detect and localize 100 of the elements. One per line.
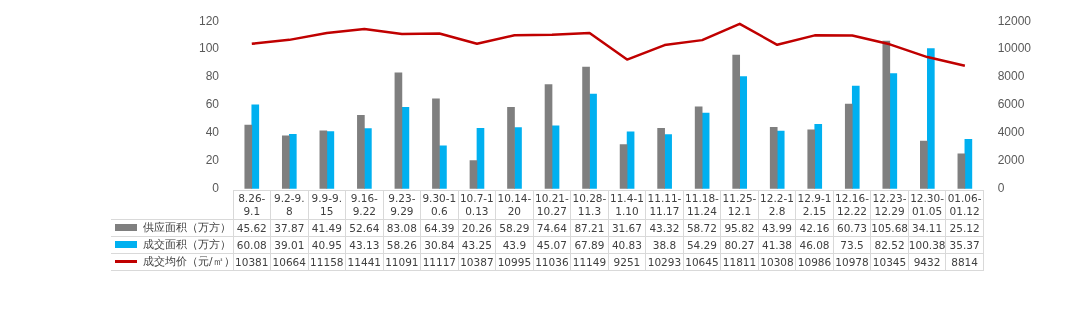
x-tick-label: 9.2-9.8 — [270, 190, 309, 220]
data-label: 10345 — [870, 253, 909, 271]
x-tick-label: 9.23-9.29 — [383, 190, 421, 220]
x-tick-label: 01.06-01.12 — [945, 190, 984, 220]
bar — [514, 127, 522, 189]
bar — [251, 104, 260, 189]
y-tick-label: 60 — [205, 97, 220, 112]
data-label: 43.13 — [345, 236, 384, 254]
data-label: 11158 — [308, 253, 346, 271]
data-label: 10387 — [458, 253, 496, 271]
data-label: 20.26 — [458, 219, 496, 237]
data-label: 10293 — [645, 253, 684, 271]
y-tick-label: 100 — [198, 41, 220, 56]
data-label: 60.73 — [833, 219, 871, 237]
bar — [657, 127, 665, 189]
y-tick-label: 80 — [205, 69, 220, 84]
data-label: 64.39 — [420, 219, 459, 237]
y-tick-label: 20 — [205, 153, 220, 168]
data-label: 60.08 — [233, 236, 271, 254]
bar — [889, 73, 898, 189]
x-tick-label: 11.11-11.17 — [645, 190, 684, 220]
y2-tick-label: 4000 — [997, 125, 1025, 140]
data-label: 11441 — [345, 253, 384, 271]
data-label: 45.07 — [533, 236, 571, 254]
data-label: 11036 — [533, 253, 571, 271]
data-label: 73.5 — [833, 236, 871, 254]
x-tick-label: 10.14-20 — [495, 190, 534, 220]
x-tick-label: 12.2-12.8 — [758, 190, 796, 220]
data-label: 105.68 — [870, 219, 909, 237]
data-label: 41.49 — [308, 219, 346, 237]
bar — [326, 131, 335, 189]
data-label: 45.62 — [233, 219, 271, 237]
data-label: 25.12 — [945, 219, 984, 237]
y2-tick-label: 0 — [997, 181, 1005, 196]
data-label: 31.67 — [608, 219, 646, 237]
x-tick-label: 12.30-01.05 — [908, 190, 946, 220]
bar — [694, 106, 703, 189]
bar — [244, 124, 253, 189]
data-label: 46.08 — [795, 236, 834, 254]
x-tick-label: 9.9-9.15 — [308, 190, 346, 220]
data-label: 43.9 — [495, 236, 534, 254]
data-label: 10664 — [270, 253, 309, 271]
data-label: 42.16 — [795, 219, 834, 237]
legend-label: 成交均价（元/㎡） — [111, 253, 235, 271]
bar — [364, 128, 372, 189]
data-label: 43.32 — [645, 219, 684, 237]
bar — [844, 103, 853, 189]
data-label: 11149 — [570, 253, 609, 271]
data-label: 10381 — [233, 253, 271, 271]
y-tick-label: 0 — [212, 181, 220, 196]
bar — [964, 139, 973, 189]
data-label: 40.95 — [308, 236, 346, 254]
data-label: 11091 — [383, 253, 421, 271]
x-tick-label: 11.25-12.1 — [720, 190, 759, 220]
bar — [507, 107, 515, 189]
data-label: 40.83 — [608, 236, 646, 254]
bar — [544, 84, 553, 189]
bar — [732, 54, 741, 189]
data-label: 67.89 — [570, 236, 609, 254]
data-label: 9251 — [608, 253, 646, 271]
y2-tick-label: 12000 — [997, 13, 1032, 28]
bar — [626, 131, 635, 189]
data-label: 83.08 — [383, 219, 421, 237]
bar — [357, 114, 365, 189]
data-label: 43.25 — [458, 236, 496, 254]
data-label: 10978 — [833, 253, 871, 271]
data-label: 82.52 — [870, 236, 909, 254]
data-label: 80.27 — [720, 236, 759, 254]
y-tick-label: 120 — [198, 13, 220, 28]
x-tick-label: 9.16-9.22 — [345, 190, 384, 220]
data-label: 74.64 — [533, 219, 571, 237]
data-label: 52.64 — [345, 219, 384, 237]
bar — [288, 133, 297, 189]
y2-tick-label: 6000 — [997, 97, 1025, 112]
x-tick-label: 10.7-10.13 — [458, 190, 496, 220]
x-tick-label: 8.26-9.1 — [233, 190, 271, 220]
legend-label: 成交面积（万方） — [111, 236, 234, 254]
x-tick-label: 10.28-11.3 — [570, 190, 609, 220]
data-label: 54.29 — [683, 236, 721, 254]
bar — [882, 40, 891, 189]
data-label: 10995 — [495, 253, 534, 271]
data-label: 35.37 — [945, 236, 984, 254]
bar — [814, 124, 823, 189]
bar — [582, 66, 590, 189]
bar — [851, 85, 860, 189]
data-label: 100.38 — [908, 236, 946, 254]
bar — [476, 128, 485, 189]
bar — [432, 98, 440, 189]
bar — [394, 72, 403, 189]
bar — [927, 48, 935, 189]
bar — [739, 76, 748, 189]
x-tick-label: 12.16-12.22 — [833, 190, 871, 220]
data-label: 87.21 — [570, 219, 609, 237]
data-label: 41.38 — [758, 236, 796, 254]
x-tick-label: 9.30-10.6 — [420, 190, 459, 220]
bar — [769, 127, 778, 189]
data-label: 58.29 — [495, 219, 534, 237]
data-label: 58.72 — [683, 219, 721, 237]
bar — [920, 140, 928, 189]
bar — [439, 145, 447, 189]
